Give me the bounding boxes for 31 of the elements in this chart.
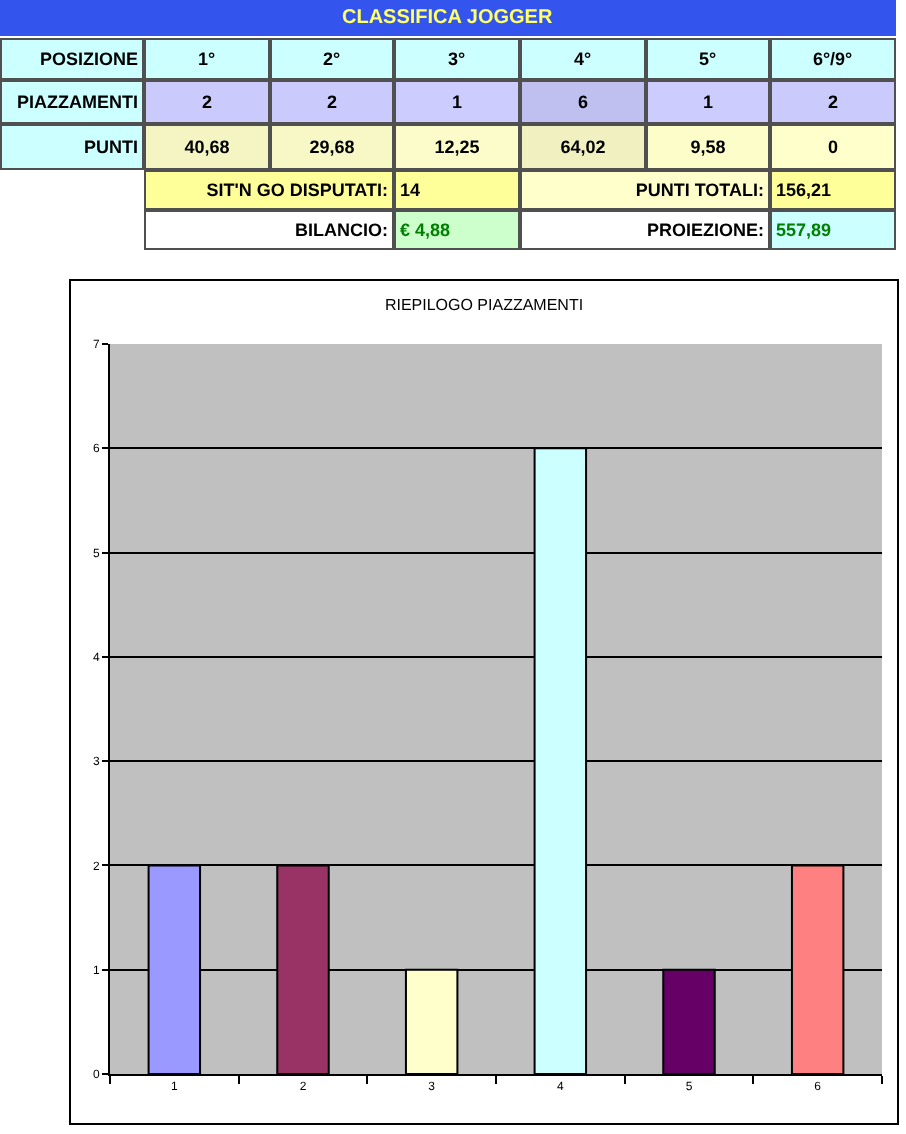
y-tick-label: PIAZZAMENTI bbox=[17, 92, 138, 112]
data-label: 64,02 bbox=[560, 137, 606, 157]
data-label: 40,68 bbox=[184, 137, 230, 157]
data-label: 2 bbox=[201, 92, 213, 112]
y-tick-label: PUNTI bbox=[84, 137, 138, 157]
data-label: 12,25 bbox=[434, 137, 480, 157]
x-tick-label: 6°/9° bbox=[812, 49, 854, 69]
data-label: 2 bbox=[326, 92, 338, 112]
x-tick-label: 2° bbox=[322, 49, 341, 69]
x-tick-label: 3° bbox=[447, 49, 466, 69]
text: PUNTI TOTALI: bbox=[635, 180, 764, 200]
data-label: 29,68 bbox=[309, 137, 355, 157]
chart-title: CLASSIFICA JOGGER bbox=[342, 7, 554, 29]
x-axis-title: POSIZIONE bbox=[39, 49, 138, 69]
data-label: 1 bbox=[451, 92, 463, 112]
x-tick-label: 1° bbox=[197, 49, 216, 69]
data-label: 6 bbox=[577, 92, 589, 112]
x-tick-label: 4° bbox=[573, 49, 592, 69]
data-label: 1 bbox=[702, 92, 714, 112]
text: BILANCIO: bbox=[295, 220, 388, 240]
x-tick-label: 5° bbox=[698, 49, 717, 69]
text: € 4,88 bbox=[400, 220, 451, 240]
data-label: 9,58 bbox=[690, 137, 726, 157]
chart-title: RIEPILOGO PIAZZAMENTI bbox=[384, 295, 584, 314]
text: SIT'N GO DISPUTATI: bbox=[206, 180, 388, 200]
text: 156,21 bbox=[776, 180, 832, 200]
text: 557,89 bbox=[776, 220, 832, 240]
data-label: 2 bbox=[827, 92, 839, 112]
data-label: 0 bbox=[827, 137, 839, 157]
text: 14 bbox=[400, 180, 421, 200]
text: PROIEZIONE: bbox=[646, 220, 764, 240]
